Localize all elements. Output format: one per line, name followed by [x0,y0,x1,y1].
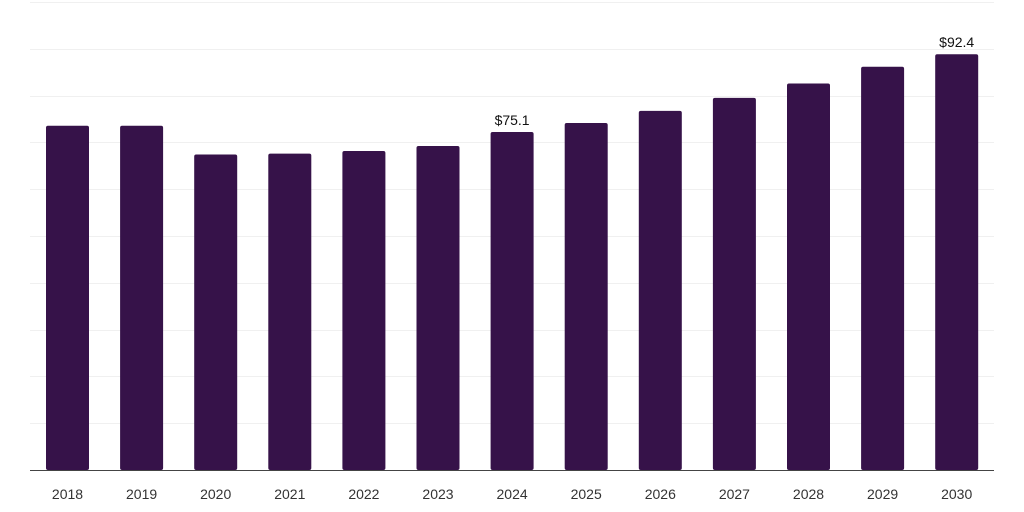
x-tick-label-2025: 2025 [571,486,602,502]
bars [46,54,979,471]
bar-2028 [787,83,830,470]
data-label-2030: $92.4 [939,34,974,50]
x-tick-label-2018: 2018 [52,486,83,502]
x-tick-label-2029: 2029 [867,486,898,502]
x-tick-label-2020: 2020 [200,486,231,502]
data-labels: $75.1 $92.4 [495,34,975,128]
x-tick-label-2024: 2024 [497,486,528,502]
bar-2027 [712,97,756,470]
x-tick-label-2019: 2019 [126,486,157,502]
bar-2022 [342,150,386,470]
x-tick-label-2027: 2027 [719,486,750,502]
x-tick-label-2028: 2028 [793,486,824,502]
bar-2025 [564,123,608,471]
bar-2020 [194,154,238,471]
bar-2018 [46,125,89,470]
x-tick-labels: 2018 2019 2020 2021 2022 2023 2024 2025 2026 2027… [52,486,973,502]
bar-2030 [935,54,979,470]
x-tick-label-2022: 2022 [348,486,379,502]
x-tick-label-2023: 2023 [422,486,453,502]
bar-2021 [268,153,312,470]
data-label-2024: $75.1 [495,112,530,128]
bar-2019 [120,125,164,470]
x-tick-label-2030: 2030 [941,486,972,502]
bar-2029 [861,66,905,471]
bar-2024 [490,132,534,471]
bar-2026 [638,110,682,471]
x-tick-label-2026: 2026 [645,486,676,502]
x-tick-label-2021: 2021 [274,486,305,502]
bar-2023 [416,146,460,470]
